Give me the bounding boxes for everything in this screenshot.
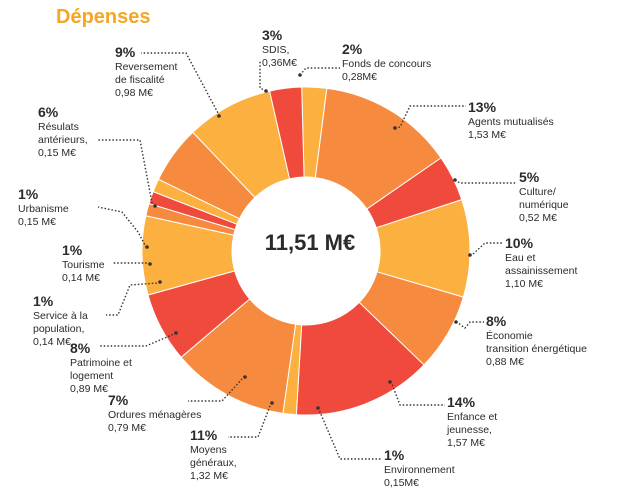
leader-dot-13 [153,204,157,208]
slice-name: Environnement [384,464,455,477]
slice-amount: 0,98 M€ [115,86,153,99]
slice-percent: 8% [70,340,91,356]
slice-name: Enfance et jeunesse, [447,411,498,436]
slice-name: Fonds de concours [342,58,432,71]
leader-line-3 [470,242,503,256]
slice-name: Tourisme [62,259,105,272]
slice-percent: 1% [18,186,39,202]
leader-dot-7 [270,401,274,405]
leader-dot-1 [393,126,397,130]
chart-title: Dépenses [56,6,151,28]
leader-dot-6 [316,406,320,410]
leader-dot-10 [158,280,162,284]
leader-line-13 [98,139,156,207]
slice-label-1: 13% Agents mutualisés 1,53 M€ [468,99,554,142]
leader-line-6 [317,407,382,460]
slice-name: Économie transition énergétique [486,330,587,355]
leader-dot-2 [453,178,457,182]
leader-dot-12 [145,245,149,249]
slice-label-14: 9% Reversement de fiscalité 0,98 M€ [115,44,177,99]
leader-line-0 [299,67,340,76]
donut-chart [97,52,517,460]
slice-label-7: 11% Moyens généraux, 1,32 M€ [190,427,237,482]
slice-name: Moyens généraux, [190,444,237,469]
slice-label-15: 3% SDIS, 0,36M€ [262,27,297,70]
slice-name: Patrimoine et logement [70,357,132,382]
leader-dot-14 [217,114,221,118]
slice-name: Culture/ numérique [519,186,569,211]
leader-dot-15 [264,89,268,93]
slice-amount: 1,57 M€ [447,436,485,449]
slice-name: Agents mutualisés [468,116,554,129]
slice-percent: 3% [262,27,283,43]
slice-label-6: 1% Environnement 0,15M€ [384,447,455,490]
slice-label-13: 6% Résulats antérieurs, 0,15 M€ [38,104,88,159]
slice-label-0: 2% Fonds de concours 0,28M€ [342,41,431,84]
slice-label-10: 1% Service à la population, 0,14 M€ [33,293,88,348]
slice-name: Service à la population, [33,310,88,335]
slice-label-8: 7% Ordures ménagères 0,79 M€ [108,392,201,435]
slice-name: Reversement de fiscalité [115,61,178,86]
leader-line-15 [259,60,267,92]
leader-line-4 [455,321,484,329]
slice-percent: 2% [342,41,363,57]
slice-amount: 1,53 M€ [468,128,506,141]
slice-name: Eau et assainissement [505,252,578,277]
donut-hole [232,177,380,325]
slice-amount: 0,79 M€ [108,421,146,434]
leader-dot-4 [454,320,458,324]
leader-line-12 [97,206,148,248]
slice-percent: 1% [33,293,54,309]
slice-label-3: 10% Eau et assainissement 1,10 M€ [505,235,577,290]
slice-label-11: 1% Tourisme 0,14 M€ [62,242,105,285]
slice-percent: 8% [486,313,507,329]
slice-percent: 14% [447,394,476,410]
slice-percent: 6% [38,104,59,120]
slice-name: Ordures ménagères [108,409,202,422]
slice-amount: 1,32 M€ [190,469,228,482]
slice-amount: 0,14 M€ [33,335,71,348]
slice-amount: 0,14 M€ [62,271,100,284]
slice-label-5: 14% Enfance et jeunesse, 1,57 M€ [447,394,497,449]
slice-name: SDIS, [262,44,290,57]
slice-name: Urbanisme [18,203,69,216]
slice-amount: 0,15 M€ [38,146,76,159]
leader-dot-9 [174,331,178,335]
leader-line-8 [188,376,246,402]
leader-line-2 [454,179,517,184]
slice-percent: 13% [468,99,497,115]
leader-line-1 [394,105,466,129]
slice-amount: 0,36M€ [262,56,298,69]
leader-dot-8 [243,375,247,379]
slice-label-9: 8% Patrimoine et logement 0,89 M€ [70,340,132,395]
slice-label-12: 1% Urbanisme 0,15 M€ [18,186,69,229]
slice-percent: 11% [190,427,218,443]
slice-name: Résulats antérieurs, [38,121,88,146]
slice-amount: 0,15 M€ [18,215,56,228]
leader-dot-11 [148,262,152,266]
slice-amount: 0,88 M€ [486,355,524,368]
slice-percent: 1% [62,242,83,258]
slice-label-4: 8% Économie transition énergétique 0,88 M€ [486,313,587,368]
slice-percent: 1% [384,447,405,463]
slice-percent: 9% [115,44,136,60]
slice-percent: 10% [505,235,534,251]
slice-amount: 1,10 M€ [505,277,543,290]
leader-dot-0 [298,73,302,77]
slice-amount: 0,89 M€ [70,382,108,395]
slice-percent: 5% [519,169,540,185]
slice-amount: 0,28M€ [342,70,378,83]
leader-dot-3 [468,253,472,257]
slice-amount: 0,52 M€ [519,211,557,224]
slice-percent: 7% [108,392,129,408]
leader-dot-5 [388,380,392,384]
total-label: 11,51 M€ [264,230,356,255]
slice-label-2: 5% Culture/ numérique 0,52 M€ [519,169,569,224]
